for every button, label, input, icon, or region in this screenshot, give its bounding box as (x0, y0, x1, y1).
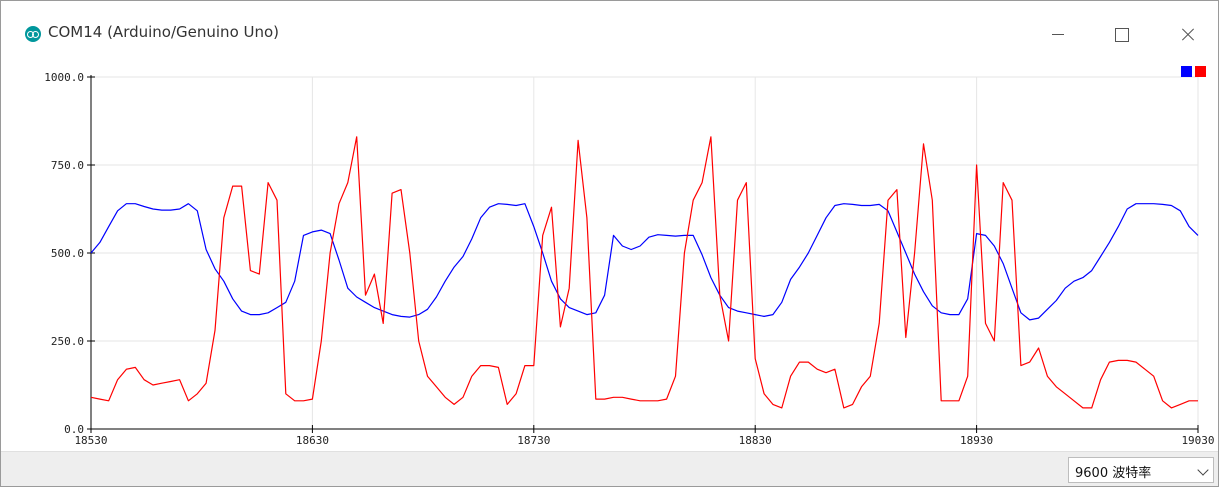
x-tick-label: 18930 (960, 434, 993, 447)
plot-legend (1181, 66, 1206, 77)
title-bar[interactable]: COM14 (Arduino/Genuino Uno) (1, 1, 1218, 59)
x-tick-label: 18530 (74, 434, 107, 447)
x-tick-label: 18830 (739, 434, 772, 447)
maximize-icon[interactable] (1098, 15, 1144, 55)
window-title: COM14 (Arduino/Genuino Uno) (48, 23, 280, 41)
chevron-down-icon (1197, 464, 1209, 476)
baud-rate-label: 9600 波特率 (1075, 466, 1152, 481)
legend-swatch-1 (1181, 66, 1192, 77)
y-tick-label: 0.0 (64, 423, 84, 436)
plot-series (90, 136, 1199, 409)
close-icon[interactable] (1164, 15, 1210, 55)
serial-plot-chart: 0.0 250.0 500.0 750.0 1000.0 18530 18630 18730 1… (44, 66, 1215, 447)
baud-rate-select[interactable]: 9600 波特率 (1068, 457, 1214, 483)
y-tick-label: 1000.0 (44, 71, 84, 84)
legend-swatch-2 (1195, 66, 1206, 77)
status-bar: 9600 波特率 (1, 451, 1218, 486)
plot-grid (91, 76, 1199, 429)
plot-axes (90, 75, 1198, 430)
x-tick-label: 18730 (517, 434, 550, 447)
y-tick-label: 500.0 (51, 247, 84, 260)
series-line-1 (90, 203, 1199, 321)
y-tick-label: 250.0 (51, 335, 84, 348)
y-tick-label: 750.0 (51, 159, 84, 172)
series-line-2 (90, 136, 1198, 409)
plot-ticks: 0.0 250.0 500.0 750.0 1000.0 18530 18630 18730 1… (44, 71, 1214, 447)
arduino-logo-icon (25, 26, 41, 42)
x-tick-label: 19030 (1181, 434, 1214, 447)
x-tick-label: 18630 (296, 434, 329, 447)
minimize-icon[interactable] (1035, 15, 1081, 55)
